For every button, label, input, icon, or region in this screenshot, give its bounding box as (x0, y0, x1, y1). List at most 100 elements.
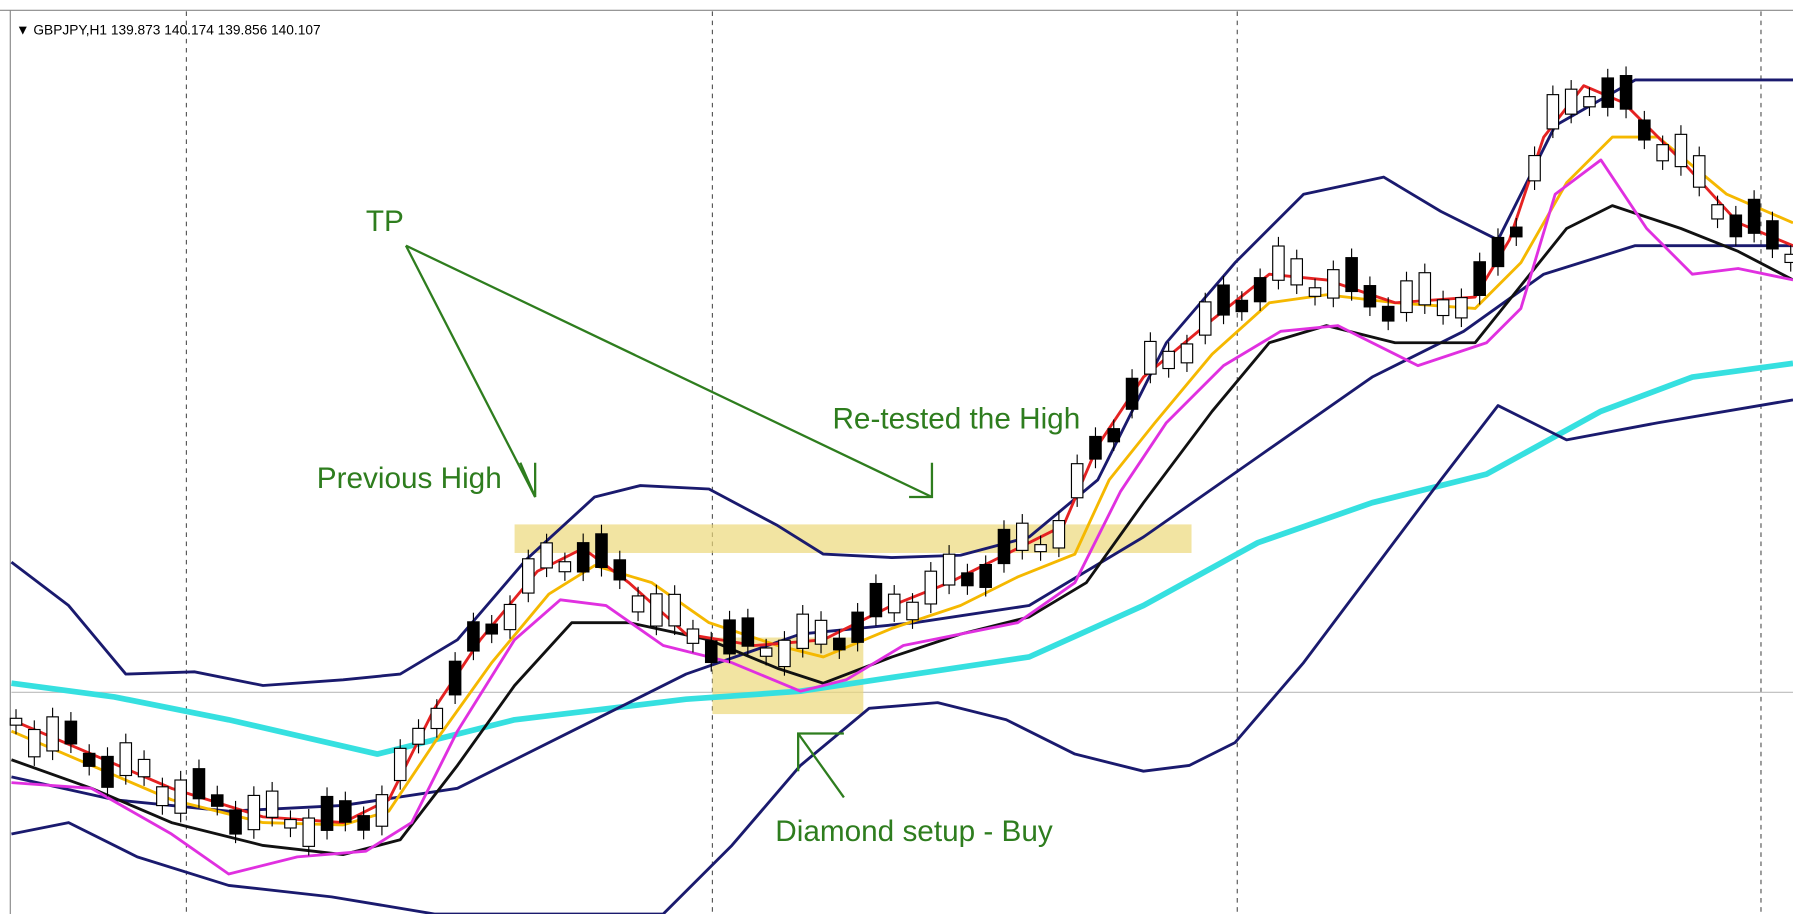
candle-body (1546, 94, 1560, 130)
candle-body (833, 637, 846, 651)
symbol: GBPJPY,H1 (33, 22, 107, 37)
candle-body (192, 768, 206, 800)
indicators (10, 78, 1793, 914)
open-price: 139.873 (111, 22, 161, 37)
candle-body (339, 800, 352, 823)
candle-body (1729, 214, 1743, 238)
candle-body (357, 815, 370, 831)
candle-body (265, 790, 279, 818)
candle-body (869, 582, 883, 618)
high-zone (514, 524, 1192, 553)
candle-body (1766, 220, 1779, 250)
candle-body (979, 563, 992, 588)
candle-body (1308, 287, 1322, 297)
candle-body (247, 794, 261, 831)
candle-body (101, 755, 114, 788)
candle-body (1619, 75, 1633, 110)
annotation-arrows (404, 244, 934, 799)
candle-body (119, 742, 133, 777)
candle-body (1638, 119, 1651, 141)
candle-body (796, 613, 810, 649)
candle-body (302, 817, 316, 847)
candle-body (210, 794, 224, 807)
chart-header: ▼ GBPJPY,H1 139.873 140.174 139.856 140.… (16, 22, 321, 37)
candle-body (741, 617, 755, 647)
candle-body (1381, 305, 1395, 322)
bollinger-middle (11, 244, 1793, 813)
candle-body (1601, 77, 1615, 108)
candle-body (1235, 299, 1249, 313)
arrow-head (909, 462, 934, 499)
candle-body (613, 559, 627, 581)
candle-body (1125, 377, 1139, 410)
candle-body (1015, 522, 1029, 551)
candle-body (1436, 299, 1450, 317)
candle-body (28, 728, 41, 758)
candle-body (1418, 272, 1432, 306)
candle-body (46, 716, 59, 752)
ma-red (10, 84, 1793, 825)
candle-body (924, 570, 938, 605)
annotation: Re-tested the High (832, 402, 1080, 435)
bollinger-upper (10, 78, 1793, 687)
candle-body (503, 603, 517, 631)
candle-body (1363, 285, 1377, 308)
candle-body (851, 611, 864, 643)
period-separators (185, 11, 1762, 914)
candle-body (522, 558, 535, 594)
candle-body (1345, 257, 1358, 293)
annotation: TP (366, 205, 404, 238)
candle-body (1162, 350, 1175, 370)
candle-body (997, 528, 1011, 565)
candle-body (137, 758, 151, 778)
ma-yellow (10, 135, 1793, 827)
candle-body (1034, 544, 1047, 553)
candle-body (1070, 463, 1084, 499)
candle-body (1052, 520, 1066, 549)
candle-body (430, 707, 444, 730)
candle-body (631, 595, 645, 613)
candle-body (9, 717, 23, 726)
candle-body (64, 720, 78, 745)
low-price: 139.856 (218, 22, 268, 37)
candle-body (1327, 269, 1340, 299)
candle-body (668, 593, 681, 627)
candle-body (1144, 340, 1157, 375)
candle-body (961, 572, 974, 587)
candle-body (1747, 198, 1761, 234)
candle-body (759, 647, 773, 657)
candle-body (576, 542, 590, 573)
candle-body (1272, 245, 1285, 281)
candle-body (906, 601, 919, 621)
candle-body (540, 542, 553, 569)
candle-body (1198, 301, 1212, 336)
candle-body (1656, 144, 1669, 162)
high-price: 140.174 (164, 22, 214, 37)
candle-body (887, 593, 901, 614)
candle-body (1473, 261, 1486, 296)
candle-body (1253, 277, 1267, 303)
candle-body (1528, 154, 1541, 182)
candle-body (1400, 280, 1413, 314)
candle-body (723, 619, 736, 655)
candle-body (1509, 226, 1523, 238)
bollinger-lower (11, 398, 1793, 914)
candle-body (467, 621, 480, 652)
candle-body (1107, 428, 1121, 443)
candle-body (1089, 435, 1102, 460)
candle-body (320, 795, 334, 831)
candle-body (393, 747, 407, 782)
candle-body (1564, 88, 1578, 115)
ma-cyan (11, 360, 1793, 757)
candle-body (375, 794, 389, 827)
candle-body (704, 640, 718, 664)
candle-body (650, 593, 663, 627)
candle-body (558, 561, 572, 573)
candle-body (485, 623, 498, 635)
candle-body (778, 639, 791, 668)
candle-body (1290, 258, 1304, 286)
arrow (404, 245, 537, 498)
candle-body (1784, 253, 1793, 264)
candle-body (82, 752, 96, 767)
